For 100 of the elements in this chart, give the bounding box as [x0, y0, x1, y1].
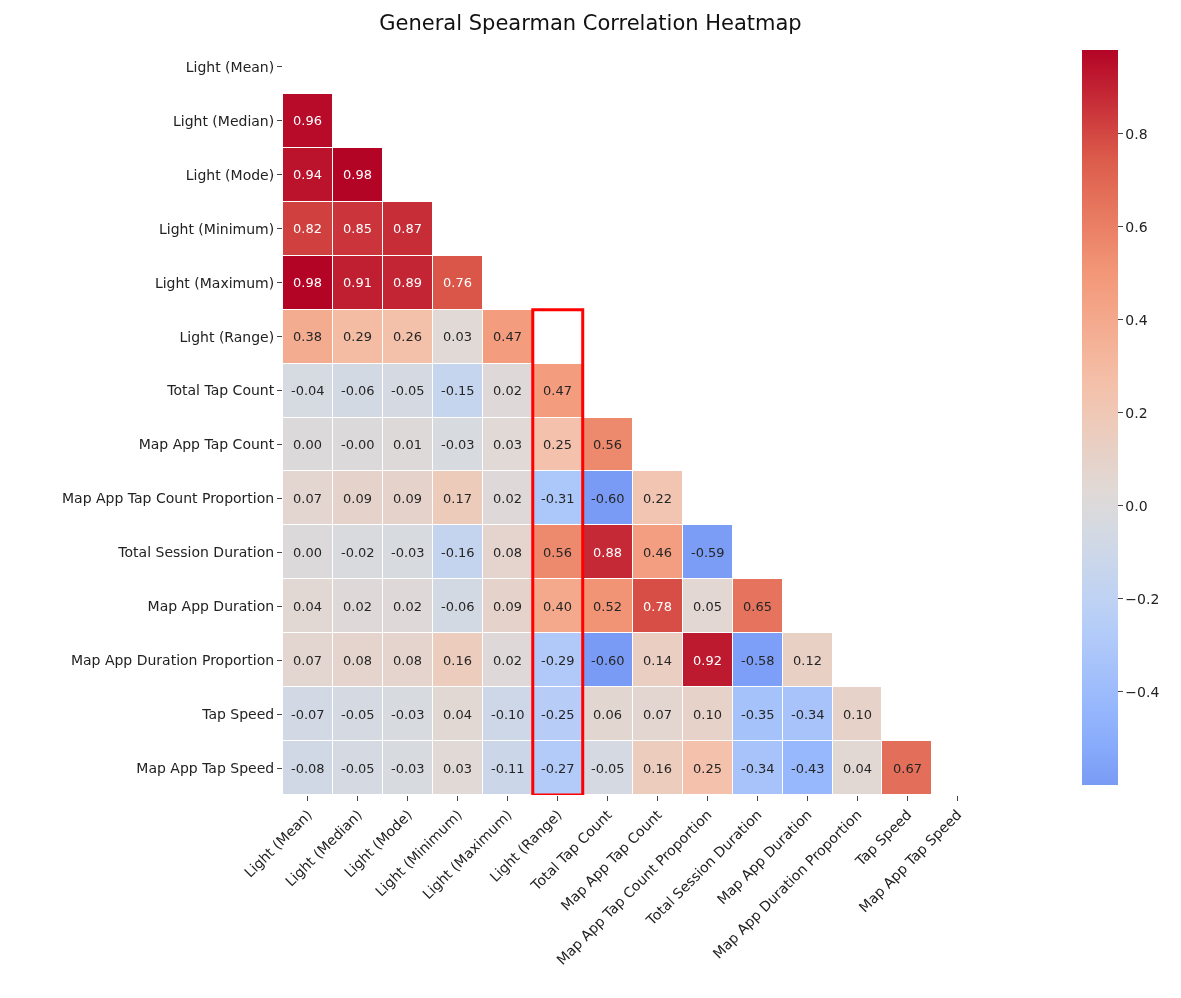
data-label: -0.06	[441, 599, 475, 614]
data-label: -0.43	[791, 761, 825, 776]
color-bar-label: −0.4	[1125, 683, 1160, 700]
data-label: 0.40	[543, 599, 572, 614]
data-label: 0.04	[843, 761, 872, 776]
color-bar-label: 0.4	[1125, 311, 1148, 328]
y-tick-label: Total Tap Count	[166, 382, 275, 399]
data-label: 0.14	[643, 653, 672, 668]
data-label: 0.04	[293, 599, 322, 614]
y-tick-label: Light (Range)	[179, 328, 275, 345]
data-label: 0.17	[443, 491, 472, 506]
data-label: -0.05	[341, 761, 375, 776]
data-label: 0.09	[493, 599, 522, 614]
data-label: 0.05	[693, 599, 722, 614]
y-tick-label: Map App Tap Count Proportion	[61, 490, 275, 507]
y-tick-label: Total Session Duration	[117, 544, 275, 561]
data-label: -0.03	[391, 761, 425, 776]
data-label: 0.65	[743, 599, 772, 614]
data-label: -0.04	[291, 383, 325, 398]
data-label: 0.94	[293, 167, 322, 182]
data-label: 0.07	[293, 653, 322, 668]
data-label: 0.22	[643, 491, 672, 506]
data-label: -0.02	[341, 545, 375, 560]
data-label: 0.26	[393, 329, 422, 344]
data-label: -0.00	[341, 437, 375, 452]
data-label: -0.05	[591, 761, 625, 776]
color-bar-label: 0.8	[1125, 125, 1148, 142]
data-label: 0.29	[343, 329, 372, 344]
data-label: 0.02	[493, 383, 522, 398]
data-label: 0.10	[693, 707, 722, 722]
data-label: 0.03	[493, 437, 522, 452]
data-label: 0.46	[643, 545, 672, 560]
data-label: 0.47	[543, 383, 572, 398]
data-label: -0.16	[441, 545, 475, 560]
data-label: 0.07	[293, 491, 322, 506]
y-tick-label: Tap Speed	[201, 706, 275, 723]
data-label: 0.82	[293, 221, 322, 236]
data-label: 0.00	[293, 545, 322, 560]
data-label: -0.29	[541, 653, 575, 668]
y-tick-label: Map App Tap Speed	[136, 759, 275, 776]
data-label: 0.87	[393, 221, 422, 236]
y-tick-label: Light (Maximum)	[154, 274, 275, 291]
data-label: 0.16	[643, 761, 672, 776]
data-label: -0.11	[491, 761, 525, 776]
data-label: 0.89	[393, 275, 422, 290]
y-tick-label: Light (Minimum)	[159, 220, 275, 237]
data-label: 0.03	[443, 329, 472, 344]
data-label: -0.03	[441, 437, 475, 452]
data-label: -0.58	[741, 653, 775, 668]
data-label: 0.02	[493, 653, 522, 668]
y-tick-label: Map App Duration Proportion	[70, 652, 275, 669]
data-label: 0.98	[293, 275, 322, 290]
color-bar-label: 0.0	[1125, 497, 1148, 514]
data-label: 0.07	[643, 707, 672, 722]
data-label: -0.27	[541, 761, 575, 776]
y-tick-label: Map App Tap Count	[138, 436, 275, 453]
data-label: -0.03	[391, 707, 425, 722]
data-label: 0.02	[393, 599, 422, 614]
chart-title: General Spearman Correlation Heatmap	[379, 10, 802, 35]
data-label: 0.10	[843, 707, 872, 722]
data-label: 0.01	[393, 437, 422, 452]
y-tick-label: Map App Duration	[147, 598, 275, 615]
data-label: -0.34	[741, 761, 775, 776]
data-label: 0.16	[443, 653, 472, 668]
y-tick-label: Light (Mean)	[185, 58, 275, 75]
data-label: 0.85	[343, 221, 372, 236]
data-label: -0.05	[391, 383, 425, 398]
data-label: 0.92	[693, 653, 722, 668]
data-label: 0.91	[343, 275, 372, 290]
color-bar-label: −0.2	[1125, 590, 1160, 607]
data-label: -0.15	[441, 383, 475, 398]
data-label: 0.12	[793, 653, 822, 668]
data-label: -0.25	[541, 707, 575, 722]
data-label: 0.25	[543, 437, 572, 452]
y-tick-label: Light (Median)	[172, 112, 275, 129]
color-bar-label: 0.6	[1125, 218, 1148, 235]
data-label: 0.08	[393, 653, 422, 668]
data-label: -0.10	[491, 707, 525, 722]
data-label: 0.02	[343, 599, 372, 614]
color-bar-label: 0.2	[1125, 404, 1148, 421]
data-label: 0.38	[293, 329, 322, 344]
data-label: 0.98	[343, 167, 372, 182]
data-label: -0.60	[591, 491, 625, 506]
data-label: 0.25	[693, 761, 722, 776]
data-label: -0.60	[591, 653, 625, 668]
data-label: 0.08	[343, 653, 372, 668]
data-label: -0.08	[291, 761, 325, 776]
data-label: -0.35	[741, 707, 775, 722]
data-label: 0.00	[293, 437, 322, 452]
data-label: 0.02	[493, 491, 522, 506]
data-label: 0.78	[643, 599, 672, 614]
data-label: 0.88	[593, 545, 622, 560]
data-label: 0.03	[443, 761, 472, 776]
data-label: -0.34	[791, 707, 825, 722]
data-label: 0.04	[443, 707, 472, 722]
data-label: -0.59	[691, 545, 725, 560]
data-label: 0.96	[293, 113, 322, 128]
data-label: 0.76	[443, 275, 472, 290]
data-label: 0.47	[493, 329, 522, 344]
data-label: 0.06	[593, 707, 622, 722]
